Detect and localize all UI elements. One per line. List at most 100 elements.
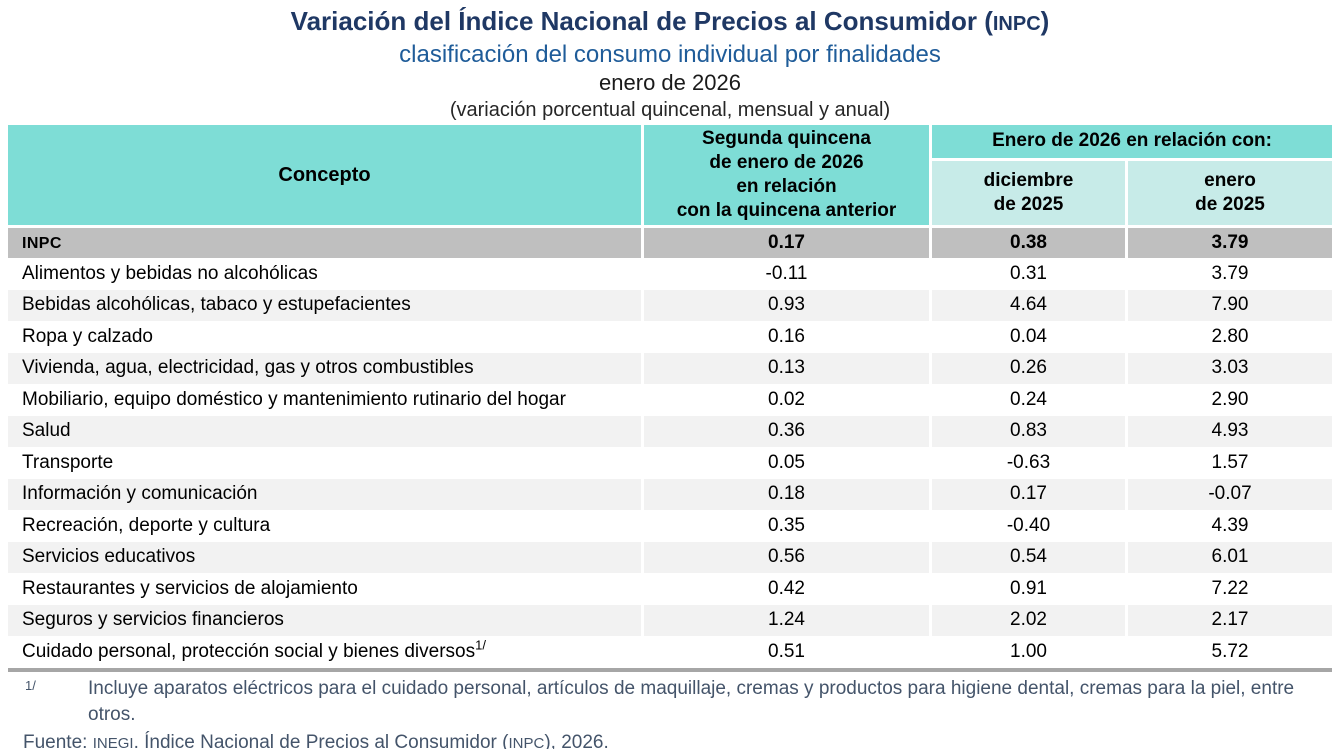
value-anual: 2.17 xyxy=(1128,604,1333,636)
table-row: Vivienda, agua, electricidad, gas y otro… xyxy=(8,352,1333,384)
value-mensual: 0.31 xyxy=(932,258,1128,290)
concept-label: Cuidado personal, protección social y bi… xyxy=(22,640,476,662)
value-anual: 3.79 xyxy=(1128,228,1333,258)
concept-cell: Servicios educativos xyxy=(8,541,644,573)
concept-label: Seguros y servicios financieros xyxy=(22,609,284,631)
concept-cell: Mobiliario, equipo doméstico y mantenimi… xyxy=(8,384,644,416)
footnote-marker: 1/ xyxy=(25,677,36,693)
concept-cell: Seguros y servicios financieros xyxy=(8,604,644,636)
concept-cell: Restaurantes y servicios de alojamiento xyxy=(8,573,644,605)
value-mensual: 0.17 xyxy=(932,478,1128,510)
table-row: Restaurantes y servicios de alojamiento 0… xyxy=(8,573,1333,605)
value-quincenal: 0.42 xyxy=(644,573,932,605)
value-quincenal: 1.24 xyxy=(644,604,932,636)
subtitle-period: enero de 2026 xyxy=(599,70,741,95)
subtitle-variation-note: (variación porcentual quincenal, mensual… xyxy=(449,99,891,121)
concept-cell: Ropa y calzado xyxy=(8,321,644,353)
value-anual: 1.57 xyxy=(1128,447,1333,479)
concept-label: Vivienda, agua, electricidad, gas y otro… xyxy=(22,357,474,379)
value-anual: 6.01 xyxy=(1128,541,1333,573)
source-mid: . Índice Nacional de Precios al Consumid… xyxy=(133,731,509,749)
inpc-table: Concepto Segunda quincena de enero de 20… xyxy=(8,125,1333,668)
value-mensual: 0.54 xyxy=(932,541,1128,573)
value-anual: 2.90 xyxy=(1128,384,1333,416)
value-anual: 7.90 xyxy=(1128,289,1333,321)
table-row: Cuidado personal, protección social y bi… xyxy=(8,636,1333,668)
table-row: Salud 0.36 0.83 4.93 xyxy=(8,415,1333,447)
value-mensual: 0.04 xyxy=(932,321,1128,353)
value-quincenal: 0.18 xyxy=(644,478,932,510)
table-row: Ropa y calzado 0.16 0.04 2.80 xyxy=(8,321,1333,353)
concept-label: INPC xyxy=(22,235,62,252)
concept-label: Servicios educativos xyxy=(22,546,196,568)
source-prefix: Fuente: xyxy=(23,731,93,749)
concept-label: Salud xyxy=(22,420,71,442)
value-anual: 4.39 xyxy=(1128,510,1333,542)
title-block: Variación del Índice Nacional de Precios… xyxy=(0,0,1340,123)
column-header-quincenal: Segunda quincena de enero de 2026 en rel… xyxy=(644,125,932,228)
concept-label: Información y comunicación xyxy=(22,483,258,505)
value-quincenal: 0.02 xyxy=(644,384,932,416)
value-quincenal: 0.17 xyxy=(644,228,932,258)
value-mensual: 0.83 xyxy=(932,415,1128,447)
value-anual: 5.72 xyxy=(1128,636,1333,668)
value-anual: 4.93 xyxy=(1128,415,1333,447)
value-quincenal: 0.13 xyxy=(644,352,932,384)
subtitle-classification: clasificación del consumo individual por… xyxy=(399,41,941,68)
inpc-table-container: Concepto Segunda quincena de enero de 20… xyxy=(8,125,1333,672)
value-mensual: 0.38 xyxy=(932,228,1128,258)
title-acronym-inpc: INPC xyxy=(992,13,1041,35)
concept-cell: INPC xyxy=(8,228,644,258)
concept-cell: Bebidas alcohólicas, tabaco y estupefaci… xyxy=(8,289,644,321)
value-mensual: 4.64 xyxy=(932,289,1128,321)
value-quincenal: 0.51 xyxy=(644,636,932,668)
value-anual: 3.79 xyxy=(1128,258,1333,290)
column-header-anual: enero de 2025 xyxy=(1128,160,1333,228)
concept-label: Transporte xyxy=(22,451,114,473)
footnote-text: Incluye aparatos eléctricos para el cuid… xyxy=(88,677,1295,725)
header-row-sub: diciembre de 2025 enero de 2025 xyxy=(8,160,1333,228)
table-row: Transporte 0.05 -0.63 1.57 xyxy=(8,447,1333,479)
column-header-concepto: Concepto xyxy=(8,125,644,228)
column-header-group: Enero de 2026 en relación con: xyxy=(932,125,1333,161)
value-anual: 3.03 xyxy=(1128,352,1333,384)
source-inegi: INEGI xyxy=(92,734,134,749)
value-quincenal: 0.16 xyxy=(644,321,932,353)
title-text-suffix: ) xyxy=(1040,6,1050,36)
value-quincenal: 0.56 xyxy=(644,541,932,573)
title-text: Variación del Índice Nacional de Precios… xyxy=(290,6,993,36)
header-row-top: Concepto Segunda quincena de enero de 20… xyxy=(8,125,1333,228)
value-quincenal: 0.35 xyxy=(644,510,932,542)
concept-cell: Transporte xyxy=(8,447,644,479)
value-mensual: -0.63 xyxy=(932,447,1128,479)
value-anual: -0.07 xyxy=(1128,478,1333,510)
footnotes: 1/ Incluye aparatos eléctricos para el c… xyxy=(8,676,1332,749)
concept-label: Mobiliario, equipo doméstico y mantenimi… xyxy=(22,388,566,410)
table-row: Información y comunicación 0.18 0.17 -0.07 xyxy=(8,478,1333,510)
value-mensual: 0.26 xyxy=(932,352,1128,384)
concept-cell: Vivienda, agua, electricidad, gas y otro… xyxy=(8,352,644,384)
table-row-inpc: INPC 0.17 0.38 3.79 xyxy=(8,228,1333,258)
table-row: Seguros y servicios financieros 1.24 2.02 2… xyxy=(8,604,1333,636)
table-row: Recreación, deporte y cultura 0.35 -0.40 4.… xyxy=(8,510,1333,542)
concept-label: Ropa y calzado xyxy=(22,325,153,347)
value-quincenal: 0.05 xyxy=(644,447,932,479)
concept-cell: Cuidado personal, protección social y bi… xyxy=(8,636,644,668)
concept-label: Alimentos y bebidas no alcohólicas xyxy=(22,262,318,284)
table-header: Concepto Segunda quincena de enero de 20… xyxy=(8,125,1333,228)
table-row: Mobiliario, equipo doméstico y mantenimi… xyxy=(8,384,1333,416)
value-quincenal: 0.36 xyxy=(644,415,932,447)
value-mensual: 0.91 xyxy=(932,573,1128,605)
table-row: Servicios educativos 0.56 0.54 6.01 xyxy=(8,541,1333,573)
concept-cell: Recreación, deporte y cultura xyxy=(8,510,644,542)
concept-label: Recreación, deporte y cultura xyxy=(22,514,271,536)
value-anual: 2.80 xyxy=(1128,321,1333,353)
value-mensual: 0.24 xyxy=(932,384,1128,416)
concept-cell: Alimentos y bebidas no alcohólicas xyxy=(8,258,644,290)
table-row: Alimentos y bebidas no alcohólicas -0.11 0… xyxy=(8,258,1333,290)
value-anual: 7.22 xyxy=(1128,573,1333,605)
table-body: INPC 0.17 0.38 3.79 Alimentos y bebidas no a… xyxy=(8,228,1333,668)
concept-label: Bebidas alcohólicas, tabaco y estupefaci… xyxy=(22,294,411,316)
footnote-marker-ref: 1/ xyxy=(475,637,486,653)
